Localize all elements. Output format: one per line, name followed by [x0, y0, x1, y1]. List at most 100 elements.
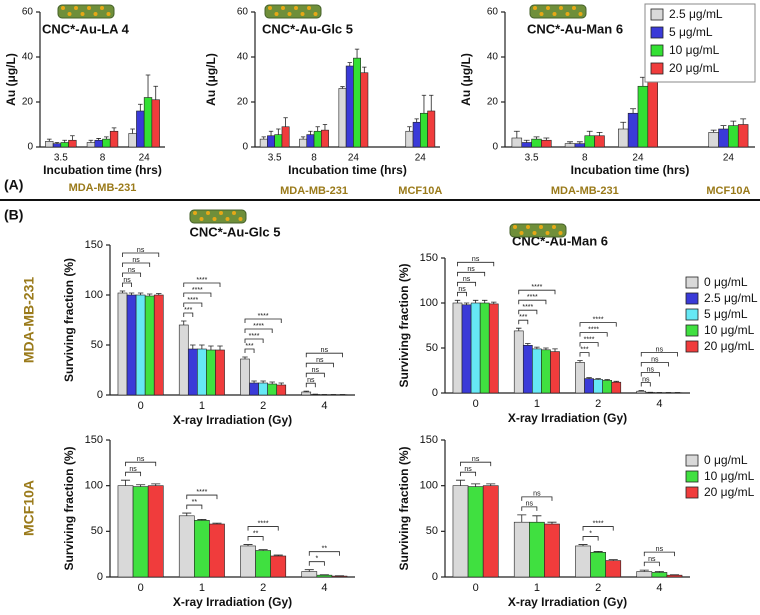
legend-label: 20 μg/mL: [704, 485, 755, 499]
y-tick-label: 50: [426, 342, 438, 354]
group-label: MDA-MB-231: [551, 185, 619, 197]
bar: [452, 485, 469, 578]
bar: [550, 351, 560, 394]
bar: [338, 88, 347, 148]
icon: [189, 209, 247, 224]
significance-bracket: [125, 461, 157, 467]
bar: [531, 138, 542, 148]
significance-label: ns: [132, 257, 140, 264]
y-tick-label: 40: [237, 52, 249, 63]
significance-bracket: [122, 262, 151, 267]
icon: [513, 225, 517, 229]
significance-bracket: [244, 338, 264, 343]
x-tick-label: 0: [473, 398, 479, 410]
bar: [737, 124, 749, 148]
error-bar: [181, 320, 187, 325]
bar: [144, 295, 155, 396]
bar: [267, 135, 275, 148]
bar: [206, 349, 216, 396]
significance-label: ns: [123, 277, 131, 284]
error-bar: [46, 138, 52, 142]
bar: [602, 380, 613, 394]
bar: [128, 133, 137, 148]
icon: [74, 6, 78, 10]
bar: [584, 378, 594, 394]
y-tick-label: 0: [27, 142, 33, 153]
icon: [545, 231, 550, 235]
significance-label: **: [322, 546, 328, 553]
error-bar: [586, 130, 593, 136]
x-tick-label: 1: [534, 582, 540, 594]
error-bar: [720, 125, 727, 129]
bar: [240, 545, 256, 578]
error-bar: [119, 290, 126, 293]
significance-label: ****: [192, 287, 203, 294]
y-tick-label: 50: [426, 525, 438, 537]
x-tick-label: 2: [260, 400, 266, 412]
significance-bracket: [183, 292, 212, 297]
significance-label: ****: [527, 294, 538, 301]
bar: [594, 135, 605, 148]
error-bar: [146, 293, 153, 296]
error-bar: [534, 346, 540, 349]
significance-label: ****: [196, 489, 207, 496]
icon: [533, 6, 537, 10]
bar: [728, 125, 739, 148]
error-bar: [543, 137, 550, 141]
significance-bracket: [640, 372, 660, 377]
icon: [274, 12, 279, 16]
significance-bracket: [518, 309, 538, 315]
bar: [215, 349, 225, 396]
error-bar: [156, 293, 162, 295]
error-bar: [429, 94, 434, 111]
significance-label: ns: [463, 276, 471, 283]
error-bar: [576, 141, 583, 144]
bar: [194, 520, 210, 578]
error-bar: [62, 139, 67, 143]
error-bar: [491, 301, 497, 304]
bar: [109, 130, 119, 148]
bar: [479, 302, 490, 394]
error-bar: [315, 126, 320, 132]
error-bar: [471, 483, 481, 487]
bar: [636, 390, 647, 394]
legend-swatch: [685, 340, 699, 353]
error-bar: [276, 128, 281, 135]
chart-title: CNC*-Au-Glc 5: [262, 21, 353, 36]
significance-bracket: [122, 282, 132, 287]
x-tick-label: 0: [138, 582, 144, 594]
x-tick-label: 0: [473, 582, 479, 594]
legend-label: 10 μg/mL: [704, 323, 755, 337]
legend-swatch: [685, 454, 699, 467]
bar: [102, 138, 111, 148]
error-bar: [54, 142, 60, 144]
significance-label: ****: [593, 316, 604, 323]
bar: [331, 575, 348, 578]
bar: [708, 132, 719, 148]
bar: [544, 523, 560, 578]
significance-bracket: [305, 362, 334, 368]
legend-label: 2.5 μg/mL: [669, 7, 723, 21]
significance-label: ns: [472, 256, 480, 263]
significance-label: ns: [458, 286, 466, 293]
y-axis-label: Surviving fraction (%): [397, 263, 411, 387]
x-tick-label: 24: [632, 153, 644, 164]
bar: [126, 294, 137, 396]
error-bar: [283, 117, 288, 127]
x-tick-label: 4: [321, 582, 327, 594]
error-bar: [96, 138, 101, 141]
bar: [151, 99, 160, 148]
x-tick-label: 24: [415, 153, 427, 164]
error-bar: [243, 544, 253, 546]
significance-label: ****: [584, 336, 595, 343]
significance-bracket: [460, 471, 477, 477]
bar: [60, 142, 69, 148]
y-tick-label: 100: [85, 289, 103, 301]
bar: [412, 121, 421, 148]
icon: [67, 12, 72, 16]
error-bar: [421, 94, 427, 114]
y-tick-label: 20: [487, 97, 499, 108]
y-tick-label: 60: [487, 7, 499, 18]
significance-label: ns: [651, 356, 659, 363]
icon: [193, 211, 197, 215]
